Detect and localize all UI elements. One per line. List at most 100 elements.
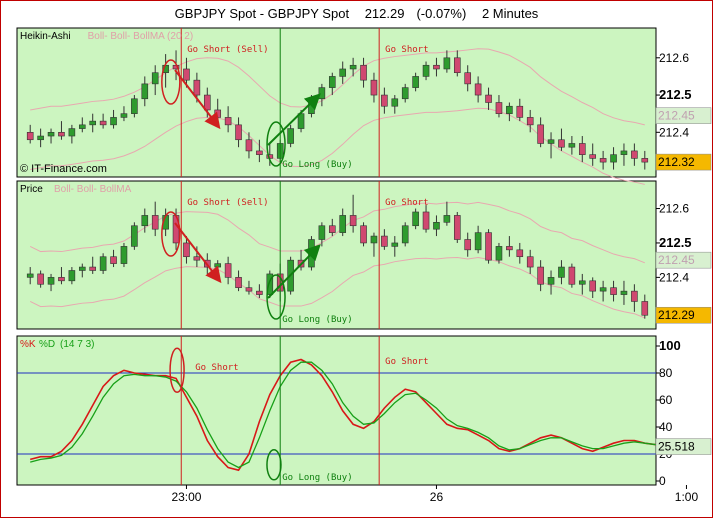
candle-body bbox=[516, 105, 524, 118]
candle-body bbox=[235, 277, 242, 288]
candle-body bbox=[401, 225, 409, 244]
candle-body bbox=[131, 98, 138, 114]
y-tick-label: 212.4 bbox=[659, 125, 689, 139]
price-legend-0: Price bbox=[20, 184, 43, 195]
candle-body bbox=[349, 64, 357, 70]
title-price: 212.29 bbox=[364, 6, 405, 21]
band-value-tag-1-box bbox=[655, 107, 712, 124]
go-short-label-1: Go Short bbox=[385, 45, 428, 55]
candle-body bbox=[464, 72, 472, 85]
up-arrow-2 bbox=[267, 244, 321, 299]
stoch-last-value-tag-box bbox=[655, 438, 712, 455]
last-price-tag-2-box bbox=[655, 306, 712, 324]
candle-body bbox=[193, 256, 201, 261]
candle-body bbox=[568, 143, 576, 148]
candle-body bbox=[641, 301, 649, 316]
go-short-label-4: Go Short bbox=[385, 357, 428, 367]
candle-body bbox=[339, 68, 347, 77]
stoch-last-value-tag: 25.518 bbox=[658, 440, 695, 454]
candle-body bbox=[537, 124, 544, 144]
candle-body bbox=[495, 102, 503, 114]
chart-title: GBPJPY Spot - GBPJPY Spot 212.29 (-0.07%)… bbox=[0, 6, 713, 21]
candle-body bbox=[391, 98, 399, 107]
candle-body bbox=[47, 132, 55, 137]
candle-body bbox=[26, 132, 34, 141]
last-price-tag-1: 212.32 bbox=[658, 155, 695, 169]
y-tick-label: 60 bbox=[659, 393, 673, 407]
go-short-label-3: Go Short bbox=[195, 363, 238, 373]
candle-body bbox=[141, 215, 149, 227]
candle-body bbox=[183, 68, 190, 81]
candle-body bbox=[37, 135, 44, 141]
long-signal-ellipse-2 bbox=[266, 274, 286, 320]
candle-body bbox=[589, 280, 597, 292]
candle-body bbox=[453, 215, 461, 240]
candle-body bbox=[433, 64, 440, 70]
candle-body bbox=[558, 139, 565, 148]
candle-body bbox=[558, 266, 565, 278]
candle-body bbox=[526, 117, 534, 126]
candle-body bbox=[245, 287, 253, 292]
last-price-tag-2: 212.29 bbox=[658, 308, 695, 322]
watermark: © IT-Finance.com bbox=[20, 163, 107, 175]
candle-body bbox=[422, 64, 430, 77]
candle-body bbox=[453, 57, 461, 73]
candle-body bbox=[464, 239, 472, 251]
candle-body bbox=[412, 76, 419, 88]
candle-body bbox=[256, 290, 263, 295]
candle-body bbox=[443, 57, 451, 70]
y-tick-label: 212.5 bbox=[659, 87, 692, 102]
stoch-legend-k: %K bbox=[20, 339, 36, 350]
candle-body bbox=[610, 154, 617, 163]
candle-body bbox=[506, 105, 513, 114]
candle-body bbox=[339, 215, 347, 233]
candle-body bbox=[131, 225, 138, 247]
candle-body bbox=[495, 246, 503, 261]
candle-body bbox=[37, 273, 44, 285]
candle-body bbox=[99, 256, 107, 271]
candle-body bbox=[631, 150, 638, 159]
candle-body bbox=[203, 94, 211, 111]
candle-body bbox=[433, 222, 440, 230]
short-signal-ellipse-2 bbox=[161, 211, 181, 257]
candle-body bbox=[641, 158, 649, 163]
candle-body bbox=[506, 246, 513, 251]
long-signal-ellipse-1 bbox=[266, 121, 286, 167]
title-symbol: GBPJPY Spot - GBPJPY Spot bbox=[174, 6, 350, 21]
down-arrow-2 bbox=[174, 222, 222, 284]
candle-body bbox=[391, 242, 399, 247]
candle-body bbox=[245, 139, 253, 152]
candle-body bbox=[443, 215, 451, 223]
candle-body bbox=[589, 154, 597, 159]
candle-body bbox=[422, 211, 430, 230]
ha-legend-1: Boll- Boll- BollMA (20 2) bbox=[88, 31, 194, 42]
ha-legend-0: Heikin-Ashi bbox=[20, 31, 71, 42]
panel-1-background bbox=[16, 27, 657, 178]
candles-panel-2 bbox=[26, 194, 649, 319]
candle-body bbox=[474, 232, 482, 251]
candle-body bbox=[110, 256, 117, 264]
go-long-buy-label-1: Go Long (Buy) bbox=[282, 160, 352, 170]
candle-body bbox=[537, 266, 544, 285]
long-signal-ellipse-3 bbox=[266, 449, 282, 481]
candle-body bbox=[401, 87, 409, 100]
y-tick-label: 212.6 bbox=[659, 51, 689, 65]
candle-body bbox=[224, 117, 232, 126]
candle-body bbox=[599, 287, 607, 292]
y-tick-label: 80 bbox=[659, 366, 673, 380]
candle-body bbox=[68, 270, 76, 282]
candle-body bbox=[328, 225, 336, 233]
candle-body bbox=[256, 150, 263, 155]
candle-body bbox=[328, 76, 336, 88]
x-tick-label: 26 bbox=[430, 490, 444, 504]
candle-body bbox=[516, 249, 524, 258]
candle-body bbox=[47, 277, 55, 285]
candle-body bbox=[141, 83, 149, 100]
go-long-buy-label-3: Go Long (Buy) bbox=[282, 473, 352, 483]
x-tick-label: 23:00 bbox=[171, 490, 201, 504]
candle-body bbox=[224, 263, 232, 278]
candle-body bbox=[381, 235, 388, 247]
stoch-series-pct-K bbox=[30, 358, 687, 472]
candle-body bbox=[99, 120, 107, 126]
